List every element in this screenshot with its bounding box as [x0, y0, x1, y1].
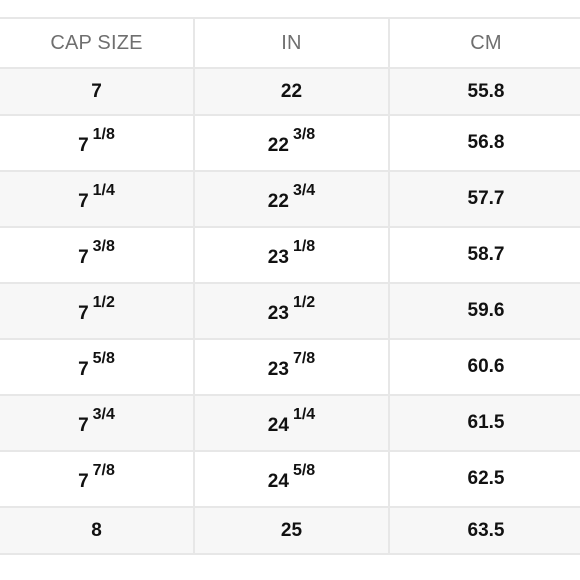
header-cap-size: CAP SIZE — [0, 17, 195, 69]
cap-size-table: CAP SIZE IN CM 7 22 55.8 71/8 223/8 56.8… — [0, 17, 580, 555]
inches-cell: 245/8 — [193, 450, 390, 508]
cm-cell: 59.6 — [388, 282, 580, 340]
cap-size-fraction: 3/8 — [92, 238, 115, 255]
cap-size-fraction: 1/8 — [92, 126, 115, 143]
cap-size-cell: 71/8 — [0, 114, 195, 172]
cap-size-fraction: 5/8 — [92, 350, 115, 367]
table-row: 73/4 241/4 61.5 — [0, 394, 580, 452]
cm-cell: 61.5 — [388, 394, 580, 452]
cap-size-whole: 7 — [78, 191, 89, 212]
cap-size-whole: 7 — [78, 471, 89, 492]
table-body: 7 22 55.8 71/8 223/8 56.8 71/4 223/4 57.… — [0, 67, 580, 555]
cap-size-whole: 7 — [78, 303, 89, 324]
cap-size-cell: 8 — [0, 506, 195, 555]
inches-whole: 24 — [267, 471, 289, 492]
inches-fraction: 1/8 — [292, 238, 316, 255]
cap-size-fraction: 3/4 — [92, 406, 115, 423]
cm-cell: 58.7 — [388, 226, 580, 284]
table-row: 75/8 237/8 60.6 — [0, 338, 580, 396]
inches-cell: 22 — [193, 67, 390, 116]
inches-fraction: 1/2 — [292, 294, 316, 311]
cm-cell: 63.5 — [388, 506, 580, 555]
cap-size-fraction: 1/2 — [92, 294, 115, 311]
table-row: 8 25 63.5 — [0, 506, 580, 555]
inches-whole: 22 — [267, 191, 289, 212]
cap-size-fraction: 7/8 — [92, 462, 115, 479]
inches-cell: 237/8 — [193, 338, 390, 396]
inches-cell: 223/4 — [193, 170, 390, 228]
inches-cell: 223/8 — [193, 114, 390, 172]
cap-size-whole: 8 — [91, 519, 102, 541]
header-row: CAP SIZE IN CM — [0, 17, 580, 69]
cap-size-whole: 7 — [78, 135, 89, 156]
table-row: 71/8 223/8 56.8 — [0, 114, 580, 172]
cm-cell: 55.8 — [388, 67, 580, 116]
table-row: 7 22 55.8 — [0, 67, 580, 116]
cm-cell: 57.7 — [388, 170, 580, 228]
inches-fraction: 3/4 — [292, 182, 316, 199]
inches-cell: 231/2 — [193, 282, 390, 340]
cap-size-whole: 7 — [78, 247, 89, 268]
table-row: 73/8 231/8 58.7 — [0, 226, 580, 284]
cap-size-cell: 75/8 — [0, 338, 195, 396]
cap-size-cell: 73/4 — [0, 394, 195, 452]
table-row: 71/2 231/2 59.6 — [0, 282, 580, 340]
cap-size-cell: 73/8 — [0, 226, 195, 284]
inches-whole: 23 — [267, 359, 289, 380]
cap-size-whole: 7 — [78, 415, 89, 436]
table-row: 71/4 223/4 57.7 — [0, 170, 580, 228]
table-header: CAP SIZE IN CM — [0, 17, 580, 69]
cap-size-whole: 7 — [78, 359, 89, 380]
cap-size-cell: 71/4 — [0, 170, 195, 228]
inches-cell: 241/4 — [193, 394, 390, 452]
inches-whole: 23 — [267, 303, 289, 324]
inches-whole: 22 — [267, 135, 289, 156]
cm-cell: 62.5 — [388, 450, 580, 508]
inches-cell: 231/8 — [193, 226, 390, 284]
inches-cell: 25 — [193, 506, 390, 555]
header-in: IN — [193, 17, 390, 69]
inches-fraction: 3/8 — [292, 126, 316, 143]
cap-size-whole: 7 — [91, 80, 102, 102]
cap-size-cell: 7 — [0, 67, 195, 116]
cap-size-fraction: 1/4 — [92, 182, 115, 199]
inches-fraction: 7/8 — [292, 350, 316, 367]
cap-size-cell: 77/8 — [0, 450, 195, 508]
inches-whole: 23 — [267, 247, 289, 268]
cm-cell: 56.8 — [388, 114, 580, 172]
inches-fraction: 1/4 — [292, 406, 316, 423]
inches-whole: 22 — [280, 80, 303, 102]
header-cm: CM — [388, 17, 580, 69]
inches-whole: 25 — [280, 519, 303, 541]
table-row: 77/8 245/8 62.5 — [0, 450, 580, 508]
cap-size-cell: 71/2 — [0, 282, 195, 340]
cm-cell: 60.6 — [388, 338, 580, 396]
inches-whole: 24 — [267, 415, 289, 436]
inches-fraction: 5/8 — [292, 462, 316, 479]
